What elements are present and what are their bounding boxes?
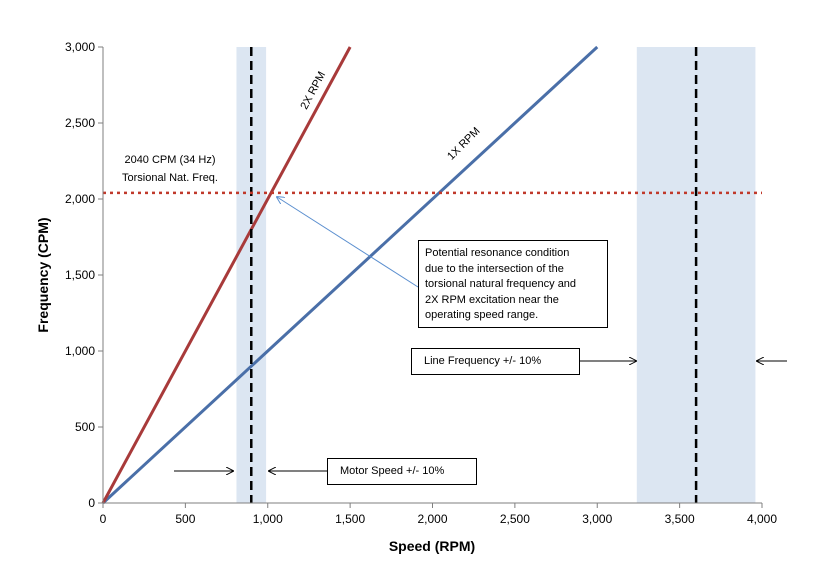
y-tick-label-5: 2,500 — [65, 116, 95, 130]
resonance-line-2: due to the intersection of the — [425, 262, 564, 275]
torsional-freq-label-line1: 2040 CPM (34 Hz) — [124, 154, 215, 166]
resonance-line-3: torsional natural frequency and — [425, 278, 577, 290]
series-line-2x-rpm — [101, 46, 352, 504]
band-center-lines — [103, 47, 762, 503]
y-tick-label-6: 3,000 — [65, 40, 95, 54]
y-axis-title: Frequency (CPM) — [35, 217, 51, 332]
series-lines — [101, 45, 599, 505]
x-axis-title: Speed (RPM) — [389, 538, 475, 554]
y-tick-label-1: 500 — [75, 420, 95, 434]
resonance-line-1: Potential resonance condition — [425, 247, 570, 259]
x-tick-label-8: 4,000 — [747, 512, 777, 526]
resonance-callout-arrow — [277, 197, 419, 288]
x-tick-label-1: 500 — [175, 512, 195, 526]
x-tick-label-6: 3,000 — [582, 512, 612, 526]
y-tick-label-0: 0 — [88, 496, 95, 510]
x-tick-label-7: 3,500 — [665, 512, 695, 526]
series-label-2x-rpm: 2X RPM — [298, 70, 328, 112]
line-frequency-box: Line Frequency +/- 10% — [411, 348, 580, 375]
resonance-annotation-box: Potential resonance condition due to the… — [418, 240, 608, 328]
x-tick-label-5: 2,500 — [500, 512, 530, 526]
y-tick-label-3: 1,500 — [65, 268, 95, 282]
resonance-line-4: 2X RPM excitation near the — [425, 293, 559, 306]
x-tick-label-2: 1,000 — [253, 512, 283, 526]
motor-speed-box: Motor Speed +/- 10% — [327, 458, 477, 485]
torsional-freq-label-line2: Torsional Nat. Freq. — [122, 172, 218, 184]
motor-speed-label: Motor Speed +/- 10% — [340, 465, 445, 477]
axes: 0 500 1,000 1,500 2,000 2,500 3,000 0 500 1,000 1,… — [65, 40, 777, 526]
resonance-line-5: operating speed range. — [425, 309, 539, 321]
x-tick-label-3: 1,500 — [335, 512, 365, 526]
y-tick-label-2: 1,000 — [65, 344, 95, 358]
y-tick-label-4: 2,000 — [65, 192, 95, 206]
x-tick-label-0: 0 — [100, 512, 107, 526]
x-tick-label-4: 2,000 — [417, 512, 447, 526]
series-line-1x-rpm — [101, 45, 599, 505]
line-frequency-label: Line Frequency +/- 10% — [424, 355, 542, 367]
